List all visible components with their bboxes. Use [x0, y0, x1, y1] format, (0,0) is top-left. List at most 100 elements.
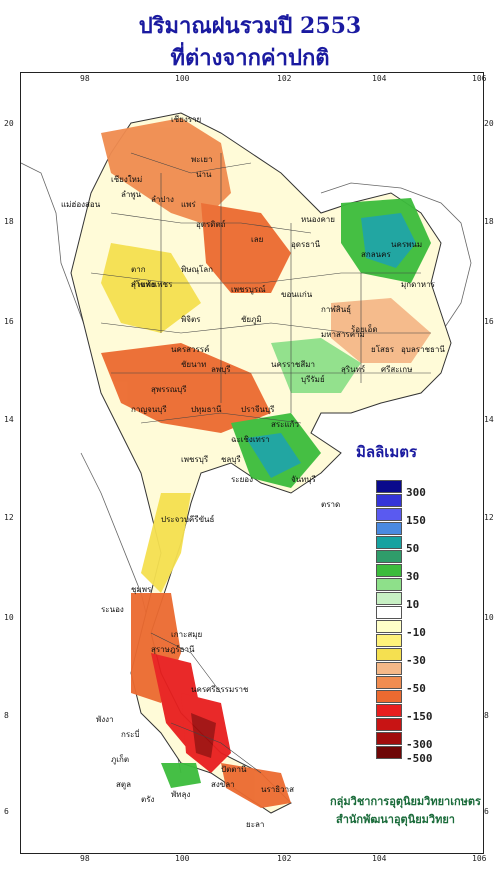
legend-swatch — [376, 662, 402, 675]
y-tick-right: 20 — [484, 119, 494, 128]
place-label: สุรินทร์ — [341, 365, 366, 374]
map-subtitle: ที่ต่างจากค่าปกติ — [170, 45, 330, 71]
x-tick-top: 100 — [175, 74, 190, 83]
y-tick-right: 8 — [484, 711, 489, 720]
legend-label: -10 — [406, 626, 426, 639]
legend-swatch — [376, 522, 402, 535]
place-label: ลำปาง — [151, 195, 174, 204]
legend-swatch — [376, 536, 402, 549]
place-label: นครศรีธรรมราช — [191, 685, 249, 694]
place-label: เชียงราย — [171, 115, 202, 124]
place-label: ขอนแก่น — [281, 290, 313, 299]
legend-label: 300 — [406, 486, 426, 499]
legend-swatch — [376, 620, 402, 633]
place-label: ยะลา — [246, 820, 265, 829]
place-label: ระนอง — [101, 605, 124, 614]
place-label: กำแพงเพชร — [131, 280, 173, 289]
y-tick-right: 14 — [484, 415, 494, 424]
place-label: กาฬสินธุ์ — [321, 305, 352, 314]
place-label: พิษณุโลก — [181, 265, 214, 274]
x-tick-bottom: 104 — [372, 854, 387, 863]
credit-line-1: กลุ่มวิชาการอุตุนิยมวิทยาเกษตร — [330, 795, 481, 808]
place-label: กระบี่ — [121, 730, 140, 739]
legend-swatch — [376, 746, 402, 759]
y-tick-left: 6 — [4, 807, 9, 816]
y-tick-right: 6 — [484, 807, 489, 816]
place-label: สุพรรณบุรี — [151, 385, 187, 394]
x-tick-top: 106 — [472, 74, 487, 83]
y-tick-left: 10 — [4, 613, 14, 622]
legend-label: -300 — [406, 738, 433, 751]
legend-swatch — [376, 634, 402, 647]
legend-swatch — [376, 606, 402, 619]
y-tick-right: 16 — [484, 317, 494, 326]
map-title: ปริมาณฝนรวมปี 2553 — [138, 13, 362, 39]
y-tick-left: 20 — [4, 119, 14, 128]
legend-swatch — [376, 592, 402, 605]
y-tick-right: 18 — [484, 217, 494, 226]
place-label: เชียงใหม่ — [111, 175, 143, 184]
place-label: สุราษฎร์ธานี — [151, 645, 195, 654]
place-label: สงขลา — [211, 780, 235, 789]
place-label: ปัตตานี — [221, 765, 247, 774]
place-label: อุบลราชธานี — [401, 345, 445, 354]
place-label: เพชรบุรี — [181, 455, 209, 464]
legend-swatch — [376, 718, 402, 731]
legend-swatch — [376, 690, 402, 703]
place-label: ตราด — [321, 500, 341, 509]
place-label: อุตรดิตถ์ — [196, 220, 226, 229]
place-label: กาญจนบุรี — [131, 405, 167, 414]
credit-line-2: สำนักพัฒนาอุตุนิยมวิทยา — [336, 813, 455, 826]
legend-swatch — [376, 648, 402, 661]
place-label: พังงา — [96, 715, 114, 724]
y-tick-left: 16 — [4, 317, 14, 326]
legend-swatch — [376, 578, 402, 591]
x-tick-top: 104 — [372, 74, 387, 83]
legend-swatch — [376, 508, 402, 521]
legend-title: มิลลิเมตร — [356, 443, 418, 461]
neighbour-border-east — [320, 182, 472, 364]
place-label: ชัยนาท — [181, 360, 207, 369]
place-label: ตาก — [131, 265, 146, 274]
place-label: แม่ฮ่องสอน — [61, 200, 101, 209]
place-label: ยโสธร — [371, 345, 395, 354]
place-label: เกาะสมุย — [171, 630, 203, 639]
y-tick-left: 14 — [4, 415, 14, 424]
place-label: ชุมพร — [131, 585, 152, 594]
place-label: หนองคาย — [301, 215, 335, 224]
place-label: เพชรบูรณ์ — [231, 285, 266, 294]
place-label: ชลบุรี — [221, 455, 241, 464]
place-label: นครพนม — [391, 240, 423, 249]
y-tick-left: 12 — [4, 513, 14, 522]
y-tick-right: 12 — [484, 513, 494, 522]
place-label: พัทลุง — [171, 790, 191, 799]
place-label: นครสวรรค์ — [171, 345, 210, 354]
x-tick-bottom: 98 — [80, 854, 90, 863]
place-label: ระยอง — [231, 475, 253, 484]
legend-label: -50 — [406, 682, 426, 695]
legend-label: 150 — [406, 514, 426, 527]
legend-label: -150 — [406, 710, 433, 723]
place-label: ลพบุรี — [211, 365, 231, 374]
place-label: สุโขทัย — [131, 280, 156, 289]
x-tick-bottom: 100 — [175, 854, 190, 863]
y-tick-right: 10 — [484, 613, 494, 622]
x-tick-top: 102 — [277, 74, 292, 83]
map-frame: เชียงราย เชียงใหม่ ลำพูน ลำปาง พะเยา น่าน แพร่… — [20, 72, 484, 854]
place-label: นครราชสีมา — [271, 360, 315, 369]
legend-label: -500 — [406, 752, 433, 765]
place-label: ภูเก็ต — [111, 755, 130, 764]
place-label: มุกดาหาร — [401, 280, 435, 289]
place-label: ชัยภูมิ — [241, 315, 262, 324]
legend-swatch — [376, 494, 402, 507]
place-label: ลำพูน — [121, 190, 142, 199]
place-label: พิจิตร — [181, 315, 201, 324]
place-label: สตูล — [116, 780, 131, 789]
x-tick-bottom: 102 — [277, 854, 292, 863]
place-label: สระแก้ว — [271, 420, 299, 429]
place-label: อุดรธานี — [291, 240, 321, 249]
legend-swatch — [376, 480, 402, 493]
place-label: ฉะเชิงเทรา — [231, 435, 270, 444]
place-label: ปทุมธานี — [191, 405, 222, 414]
y-tick-left: 8 — [4, 711, 9, 720]
